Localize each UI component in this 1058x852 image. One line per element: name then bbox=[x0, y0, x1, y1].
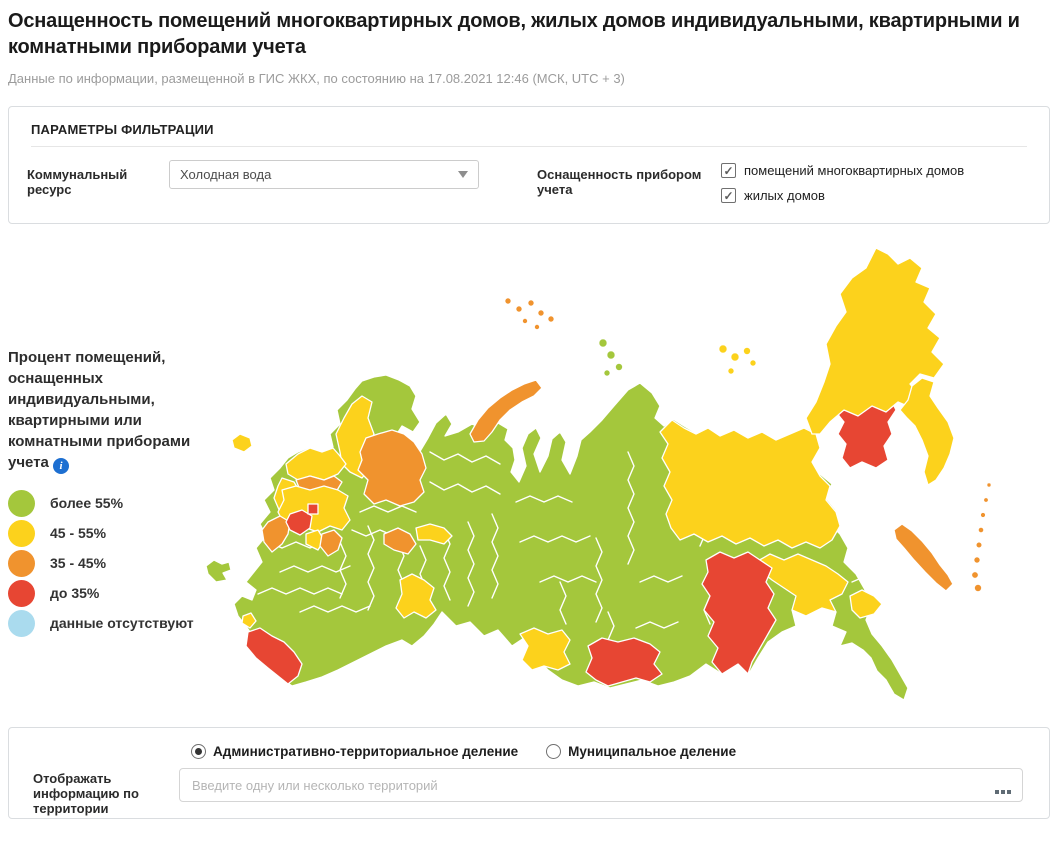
radio-icon[interactable] bbox=[191, 744, 206, 759]
region-borders bbox=[257, 451, 881, 641]
region-arkhangelsk[interactable] bbox=[357, 429, 427, 507]
radio-administrative-division[interactable]: Административно-территориальное деление bbox=[191, 744, 518, 759]
resource-select[interactable]: Холодная вода bbox=[169, 160, 479, 189]
region-kamchatka[interactable] bbox=[899, 377, 955, 486]
region-volgograd[interactable] bbox=[395, 573, 437, 619]
legend-label: 45 - 55% bbox=[50, 525, 107, 541]
division-radio-group: Административно-территориальное деление … bbox=[191, 738, 1033, 759]
radio-municipal-division[interactable]: Муниципальное деление bbox=[546, 744, 736, 759]
region-zabaykalsky[interactable] bbox=[701, 551, 777, 675]
legend-item: более 55% bbox=[8, 488, 223, 518]
checkbox-mkd-label: помещений многоквартирных домов bbox=[744, 163, 965, 178]
region-kirov[interactable] bbox=[415, 523, 453, 545]
legend-swatch-no-data bbox=[8, 609, 35, 637]
page: Оснащенность помещений многоквартирных д… bbox=[8, 10, 1050, 819]
region-new-siberian-islands[interactable] bbox=[718, 344, 757, 375]
region-ryazan[interactable] bbox=[319, 529, 343, 557]
page-title: Оснащенность помещений многоквартирных д… bbox=[8, 10, 1020, 58]
chevron-down-icon bbox=[458, 171, 468, 178]
checkmark-icon: ✓ bbox=[723, 188, 734, 203]
region-kaliningrad[interactable] bbox=[231, 433, 253, 453]
region-kuril-islands[interactable] bbox=[971, 482, 992, 592]
checkbox-icon[interactable]: ✓ bbox=[721, 163, 736, 178]
territory-input-wrap bbox=[179, 768, 1023, 816]
map-section: Процент помещений, оснащенных индивидуал… bbox=[8, 225, 1050, 725]
legend-swatch-yellow bbox=[8, 519, 35, 547]
more-options-icon[interactable] bbox=[993, 786, 1013, 798]
region-severnaya-zemlya-islands[interactable] bbox=[598, 338, 623, 377]
map-legend: Процент помещений, оснащенных индивидуал… bbox=[8, 347, 223, 638]
metering-label: Оснащенность прибором учета bbox=[537, 167, 702, 197]
territory-label: Отображать информацию по территории bbox=[33, 771, 139, 816]
legend-label: более 55% bbox=[50, 495, 124, 511]
info-icon[interactable]: i bbox=[53, 458, 70, 474]
region-novosibirsk[interactable] bbox=[519, 627, 571, 671]
radio-administrative-label: Административно-территориальное деление bbox=[213, 744, 519, 759]
filter-panel-header: ПАРАМЕТРЫ ФИЛЬТРАЦИИ bbox=[31, 107, 1027, 147]
region-crimea[interactable] bbox=[205, 559, 232, 583]
region-chukotka[interactable] bbox=[805, 247, 945, 435]
checkmark-icon: ✓ bbox=[723, 163, 734, 178]
legend-label: данные отсутствуют bbox=[50, 615, 194, 631]
filter-panel: ПАРАМЕТРЫ ФИЛЬТРАЦИИ Коммунальный ресурс… bbox=[8, 106, 1050, 224]
region-nizhny-novgorod[interactable] bbox=[383, 527, 417, 555]
region-smolensk[interactable] bbox=[261, 515, 291, 553]
legend-swatch-green bbox=[8, 489, 35, 517]
legend-label: 35 - 45% bbox=[50, 555, 107, 571]
region-caucasus[interactable] bbox=[245, 627, 303, 685]
territory-input-row: Отображать информацию по территории bbox=[25, 768, 1033, 816]
radio-icon[interactable] bbox=[546, 744, 562, 759]
checkbox-icon[interactable]: ✓ bbox=[721, 188, 736, 203]
checkbox-zhd-label: жилых домов bbox=[744, 188, 825, 203]
territory-search-input[interactable] bbox=[179, 768, 1023, 802]
legend-item: 45 - 55% bbox=[8, 518, 223, 548]
checkbox-mkd[interactable]: ✓ помещений многоквартирных домов bbox=[721, 163, 964, 178]
radio-municipal-label: Муниципальное деление bbox=[568, 744, 737, 759]
data-as-of-note: Данные по информации, размещенной в ГИС … bbox=[8, 71, 625, 86]
legend-item: данные отсутствуют bbox=[8, 608, 223, 638]
resource-label: Коммунальный ресурс bbox=[27, 167, 128, 197]
region-moscow-city[interactable] bbox=[307, 503, 319, 515]
region-sakhalin[interactable] bbox=[893, 523, 954, 592]
legend-item: 35 - 45% bbox=[8, 548, 223, 578]
legend-title: Процент помещений, оснащенных индивидуал… bbox=[8, 349, 191, 474]
region-novaya-zemlya[interactable] bbox=[469, 379, 543, 443]
region-franz-josef-islands[interactable] bbox=[504, 297, 555, 330]
region-jewish-ao[interactable] bbox=[849, 589, 883, 619]
region-adygea[interactable] bbox=[241, 612, 257, 629]
filter-row: Коммунальный ресурс Холодная вода Оснаще… bbox=[9, 147, 1049, 203]
metering-checkbox-group: ✓ помещений многоквартирных домов ✓ жилы… bbox=[721, 160, 964, 203]
region-tuva[interactable] bbox=[585, 637, 663, 687]
legend-item: до 35% bbox=[8, 578, 223, 608]
legend-items: более 55% 45 - 55% 35 - 45% до 35% данны… bbox=[8, 488, 223, 638]
checkbox-zhd[interactable]: ✓ жилых домов bbox=[721, 188, 964, 203]
legend-swatch-red bbox=[8, 579, 35, 607]
region-yakutia[interactable] bbox=[659, 419, 841, 549]
region-amur[interactable] bbox=[755, 553, 849, 617]
territory-panel: Административно-территориальное деление … bbox=[8, 727, 1050, 819]
legend-swatch-orange bbox=[8, 549, 35, 577]
radio-dot bbox=[195, 748, 202, 755]
legend-label: до 35% bbox=[50, 585, 100, 601]
region-kaluga[interactable] bbox=[285, 509, 313, 536]
resource-select-value: Холодная вода bbox=[180, 167, 272, 182]
russia-choropleth-map[interactable] bbox=[8, 225, 1050, 725]
